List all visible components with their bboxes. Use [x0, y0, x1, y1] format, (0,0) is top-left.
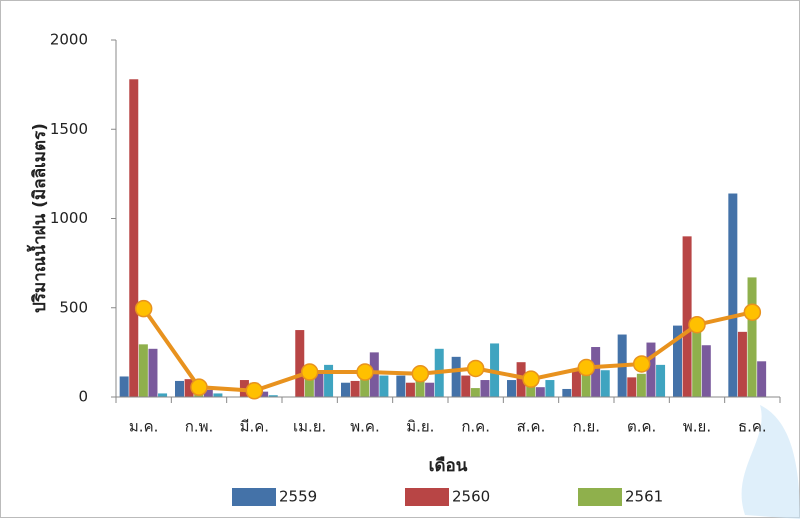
- bar: [295, 330, 305, 397]
- legend-swatch: [405, 488, 449, 506]
- bar: [470, 388, 480, 397]
- bar: [747, 277, 757, 397]
- bar: [545, 380, 555, 397]
- bar: [396, 375, 406, 397]
- line: [142, 307, 753, 393]
- line-marker: [300, 363, 319, 381]
- line-marker: [134, 299, 153, 318]
- y-tick-label: 1500: [50, 120, 88, 138]
- bar: [757, 361, 767, 397]
- x-tick-label: มิ.ย.: [406, 418, 434, 436]
- bar: [148, 348, 158, 397]
- bar: [138, 344, 148, 397]
- bar: [682, 236, 692, 397]
- legend-swatch: [578, 488, 622, 506]
- bar: [516, 362, 526, 397]
- x-tick-label: มี.ค.: [240, 418, 269, 436]
- bar: [213, 393, 223, 397]
- line-marker: [466, 359, 485, 378]
- watermark: [741, 405, 800, 519]
- legend-label: 2561: [625, 488, 663, 506]
- bar: [369, 352, 379, 397]
- bar: [692, 327, 702, 397]
- x-axis-label: เดือน: [429, 455, 468, 476]
- bar: [646, 342, 656, 397]
- bar: [737, 331, 747, 397]
- bar: [360, 377, 370, 397]
- bar: [324, 364, 334, 397]
- bar: [656, 364, 666, 397]
- y-tick-label: 1000: [50, 209, 88, 227]
- bar: [526, 386, 536, 397]
- bar: [461, 375, 471, 397]
- line-marker: [190, 378, 208, 396]
- x-tick-label: ส.ค.: [517, 418, 546, 436]
- line-marker: [411, 365, 430, 383]
- line-marker: [522, 370, 540, 388]
- bar: [341, 382, 350, 397]
- legend-swatch: [232, 488, 276, 506]
- bar: [581, 368, 591, 397]
- x-tick-label: ก.พ.: [185, 418, 214, 436]
- x-tick-label: เม.ย.: [293, 418, 326, 436]
- bar: [379, 375, 389, 397]
- bar: [673, 325, 682, 397]
- bar: [259, 391, 269, 397]
- line-marker: [245, 382, 264, 400]
- line-marker: [577, 358, 596, 377]
- x-tick-label: ต.ค.: [627, 418, 656, 436]
- x-tick-label: พ.ค.: [350, 418, 379, 436]
- legend-label: 2559: [279, 488, 317, 506]
- bar: [405, 382, 415, 397]
- bar: [268, 395, 278, 397]
- bar: [507, 380, 516, 397]
- bar: [535, 387, 545, 397]
- bar: [129, 79, 139, 398]
- bar: [571, 370, 581, 397]
- bar: [451, 356, 461, 397]
- x-tick-label: ธ.ค.: [738, 418, 767, 436]
- line-marker: [632, 355, 651, 373]
- y-tick-label: 2000: [50, 31, 88, 49]
- bar: [119, 376, 129, 397]
- bar: [158, 393, 168, 397]
- bar: [728, 193, 738, 397]
- legend-label: 2560: [452, 488, 490, 506]
- line-marker: [743, 303, 762, 321]
- bar: [591, 347, 601, 397]
- bar: [701, 345, 711, 397]
- line-marker: [688, 315, 706, 334]
- bar: [480, 380, 490, 397]
- x-tick-label: ม.ค.: [129, 418, 158, 436]
- bar: [562, 388, 572, 397]
- bar: [425, 382, 435, 397]
- bar: [627, 377, 637, 397]
- bar: [600, 370, 610, 397]
- bar: [203, 389, 213, 397]
- x-tick-label: ก.ย.: [573, 418, 600, 436]
- bar: [636, 373, 646, 397]
- bar: [175, 380, 184, 397]
- bar: [314, 373, 324, 397]
- bar: [304, 379, 314, 397]
- bar: [184, 379, 194, 397]
- bar: [415, 379, 425, 397]
- x-tick-label: ก.ค.: [461, 418, 490, 436]
- y-tick-label: 0: [78, 388, 88, 406]
- y-axis-label: ปริมาณน้ำฝน (มิลลิเมตร): [26, 123, 50, 313]
- y-tick-label: 500: [59, 298, 88, 316]
- x-tick-label: พ.ย.: [683, 418, 711, 436]
- line-marker: [356, 363, 374, 381]
- bar: [350, 380, 360, 397]
